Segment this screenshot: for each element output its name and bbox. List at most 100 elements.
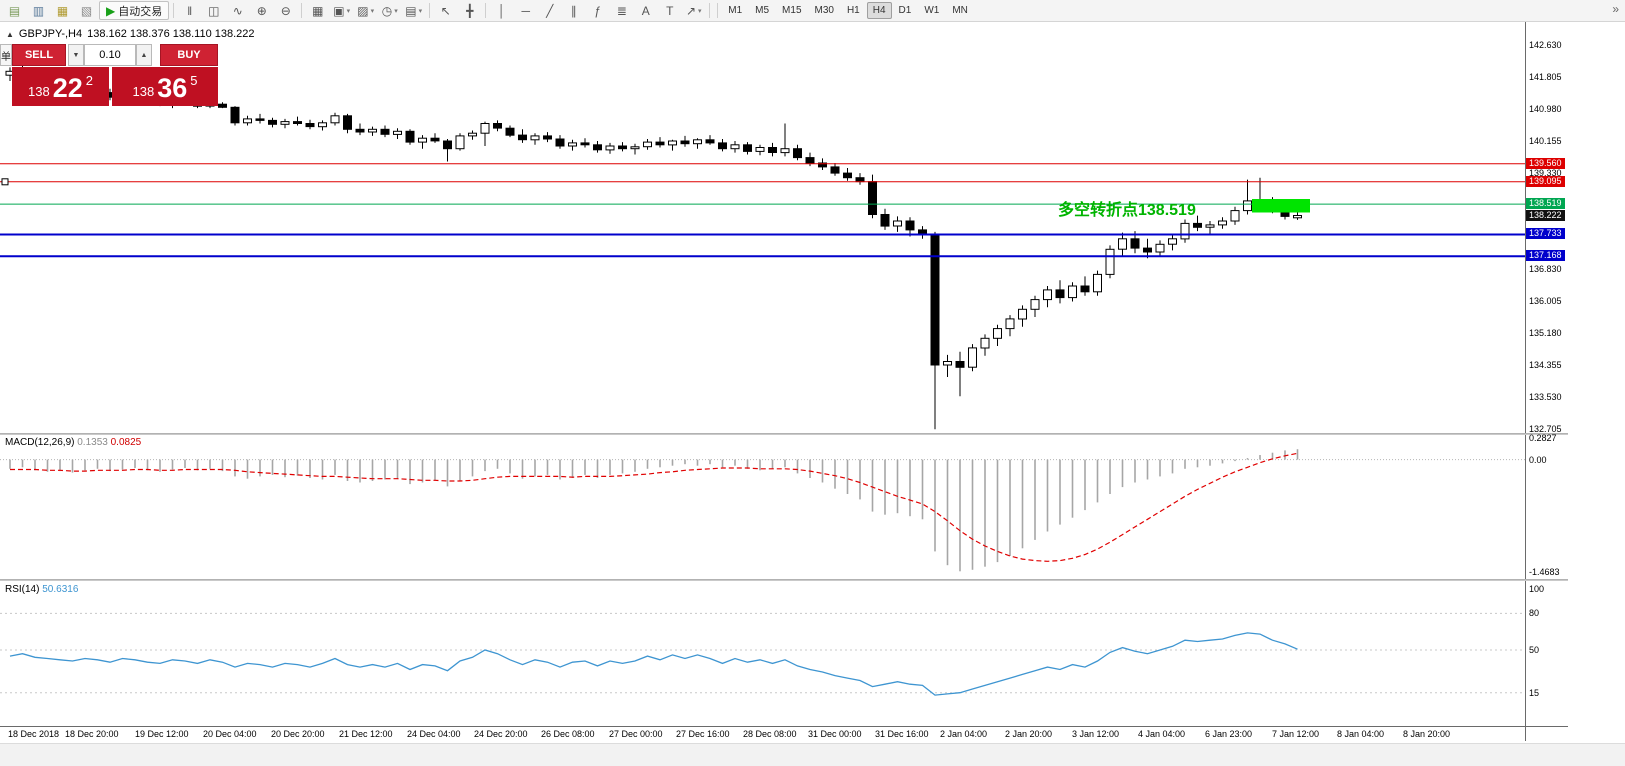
macd-axis-label: -1.4683 — [1529, 567, 1560, 577]
macd-panel-splitter[interactable] — [0, 433, 1568, 435]
toolbar-overflow-icon[interactable]: » — [1612, 2, 1619, 16]
terminal-button[interactable]: ▧ — [75, 2, 98, 20]
timeframe-h4[interactable]: H4 — [866, 2, 892, 19]
tile-windows-button[interactable]: ▦ — [306, 2, 329, 20]
candlestick — [993, 324, 1002, 346]
candlestick — [680, 135, 690, 147]
macd-indicator-chart[interactable] — [0, 435, 1525, 579]
zoom-in-button[interactable]: ⊕ — [250, 2, 273, 20]
timeframe-w1[interactable]: W1 — [924, 5, 940, 16]
timeframe-m15[interactable]: M15 — [782, 5, 802, 16]
cursor-button[interactable]: ↖ — [434, 2, 457, 20]
navigator-button[interactable]: ▦ — [51, 2, 74, 20]
vertical-line-button[interactable]: │ — [490, 2, 513, 20]
candlestick — [980, 334, 990, 356]
line-chart-button[interactable]: ∿ — [226, 2, 249, 20]
timeframe-m1[interactable]: M1 — [728, 5, 743, 16]
sell-price-figure: 138 — [28, 84, 50, 99]
shapes-button[interactable]: ≣ — [610, 2, 633, 20]
lot-increase-button[interactable]: ▲ — [136, 44, 152, 66]
candlestick — [218, 102, 227, 109]
candlestick-chart[interactable] — [0, 22, 1525, 433]
candlestick — [355, 123, 365, 136]
timeframe-m5[interactable]: M5 — [755, 5, 770, 16]
bar-chart-button[interactable]: ‖ — [178, 2, 201, 20]
candlestick — [630, 143, 640, 155]
text-label-button[interactable]: T — [658, 2, 681, 20]
rsi-name: RSI(14) — [5, 584, 40, 595]
candlestick — [768, 142, 777, 157]
time-axis-label: 7 Jan 12:00 — [1272, 729, 1320, 739]
rsi-panel-splitter[interactable] — [0, 579, 1568, 581]
period-menu-button[interactable]: ◷ — [378, 2, 401, 20]
rsi-indicator-chart[interactable] — [0, 581, 1525, 726]
price-axis-border — [1525, 22, 1526, 741]
crosshair-button[interactable]: ╋ — [458, 2, 481, 20]
price-axis-label: 133.530 — [1529, 392, 1562, 402]
candlestick — [468, 130, 477, 140]
profiles-button[interactable]: ▨ — [354, 2, 377, 20]
timeframe-mn[interactable]: MN — [952, 5, 968, 16]
rsi-axis-label: 80 — [1529, 608, 1540, 618]
toolbar-separator — [717, 3, 719, 18]
candlestick — [493, 120, 502, 132]
arrows-button[interactable]: ↗ — [682, 2, 705, 20]
candlestick — [693, 138, 702, 149]
one-click-trading-tab[interactable]: 单 — [0, 44, 12, 66]
lot-decrease-button[interactable]: ▼ — [68, 44, 84, 66]
equidistant-channel-button[interactable]: ∥ — [562, 2, 585, 20]
candlestick — [330, 112, 340, 126]
horizontal-scrollbar[interactable] — [0, 743, 1625, 766]
candlestick — [580, 138, 590, 148]
pivot-annotation-text[interactable]: 多空转折点138.519 — [1058, 202, 1196, 219]
candlestick-chart-icon: ◫ — [208, 3, 220, 18]
candlestick — [755, 144, 765, 156]
candlestick — [668, 139, 677, 151]
candlestick — [880, 208, 890, 230]
new-chart-button[interactable]: ▣ — [330, 2, 353, 20]
sell-price-box[interactable]: 138 22 2 — [12, 67, 109, 106]
templates-button[interactable]: ▤ — [402, 2, 425, 20]
new-order-button[interactable]: ▤ — [3, 2, 26, 20]
candlestick — [930, 231, 940, 430]
timeframe-m30[interactable]: M30 — [814, 5, 834, 16]
sell-button[interactable]: SELL — [12, 44, 66, 66]
highlight-rectangle[interactable] — [1252, 199, 1310, 213]
price-axis-label: 142.630 — [1529, 40, 1562, 50]
line-selection-handle[interactable] — [1, 178, 9, 186]
lot-size-input[interactable] — [84, 44, 136, 66]
text-button[interactable]: A — [634, 2, 657, 20]
candlestick — [780, 123, 790, 157]
charts-button[interactable]: ▥ — [27, 2, 50, 20]
candlestick-chart-button[interactable]: ◫ — [202, 2, 225, 20]
candlestick — [1043, 286, 1052, 308]
candlestick — [455, 133, 465, 151]
zoom-out-button[interactable]: ⊖ — [274, 2, 297, 20]
candlestick — [1230, 206, 1240, 225]
candlestick — [568, 139, 577, 151]
buy-button[interactable]: BUY — [160, 44, 218, 66]
macd-axis-label: 0.00 — [1529, 455, 1547, 465]
timeframe-d1[interactable]: D1 — [898, 5, 912, 16]
trendline-button[interactable]: ╱ — [538, 2, 561, 20]
candlestick — [718, 139, 727, 152]
horizontal-line-button[interactable]: ─ — [514, 2, 537, 20]
text-icon: A — [641, 3, 650, 18]
price-axis-label: 132.705 — [1529, 424, 1562, 434]
buy-price-box[interactable]: 138 36 5 — [112, 67, 218, 106]
candlestick — [1105, 245, 1115, 279]
new-chart-icon: ▣ — [333, 3, 345, 18]
fibonacci-button[interactable]: ƒ — [586, 2, 609, 20]
price-tag-138222: 138.222 — [1526, 210, 1565, 221]
candlestick — [518, 129, 527, 143]
timeframe-h1[interactable]: H1 — [846, 5, 860, 16]
time-axis-label: 6 Jan 23:00 — [1205, 729, 1253, 739]
tile-windows-icon: ▦ — [312, 3, 324, 18]
candlestick — [1143, 238, 1152, 259]
candlestick — [955, 351, 965, 397]
candlestick — [230, 106, 240, 126]
candlestick — [855, 173, 865, 185]
autotrading-button[interactable]: ▶ 自动交易 — [99, 1, 170, 20]
collapse-arrow-icon[interactable]: ▲ — [6, 29, 14, 39]
candlestick — [268, 117, 277, 128]
